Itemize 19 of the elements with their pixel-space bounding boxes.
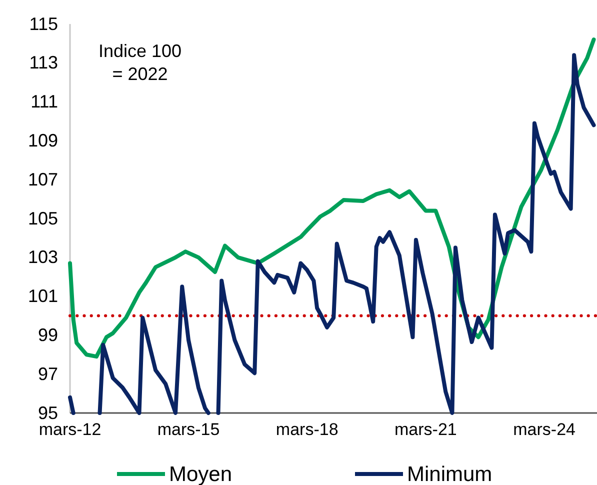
y-tick-label: 113: [29, 52, 58, 73]
y-tick-label: 105: [28, 208, 58, 228]
legend-label: Minimum: [407, 463, 492, 485]
y-tick-label: 109: [28, 130, 58, 150]
y-tick-label: 107: [28, 169, 58, 190]
y-tick-label: 99: [38, 324, 58, 345]
x-tick-label: mars-15: [157, 420, 220, 440]
y-tick-label: 115: [29, 14, 58, 34]
y-tick-label: 101: [28, 286, 58, 306]
annotation: Indice 100 = 2022: [98, 41, 182, 84]
y-tick-label: 111: [30, 92, 58, 112]
y-tick-label: 97: [38, 364, 58, 384]
y-tick-label: 95: [38, 402, 58, 423]
x-tick-label: mars-24: [513, 420, 576, 440]
x-tick-label: mars-18: [276, 420, 338, 440]
x-tick-label: mars-21: [394, 420, 457, 440]
x-tick-label: mars-12: [38, 420, 102, 440]
y-tick-label: 103: [28, 247, 58, 268]
legend-label: Moyen: [169, 463, 232, 485]
